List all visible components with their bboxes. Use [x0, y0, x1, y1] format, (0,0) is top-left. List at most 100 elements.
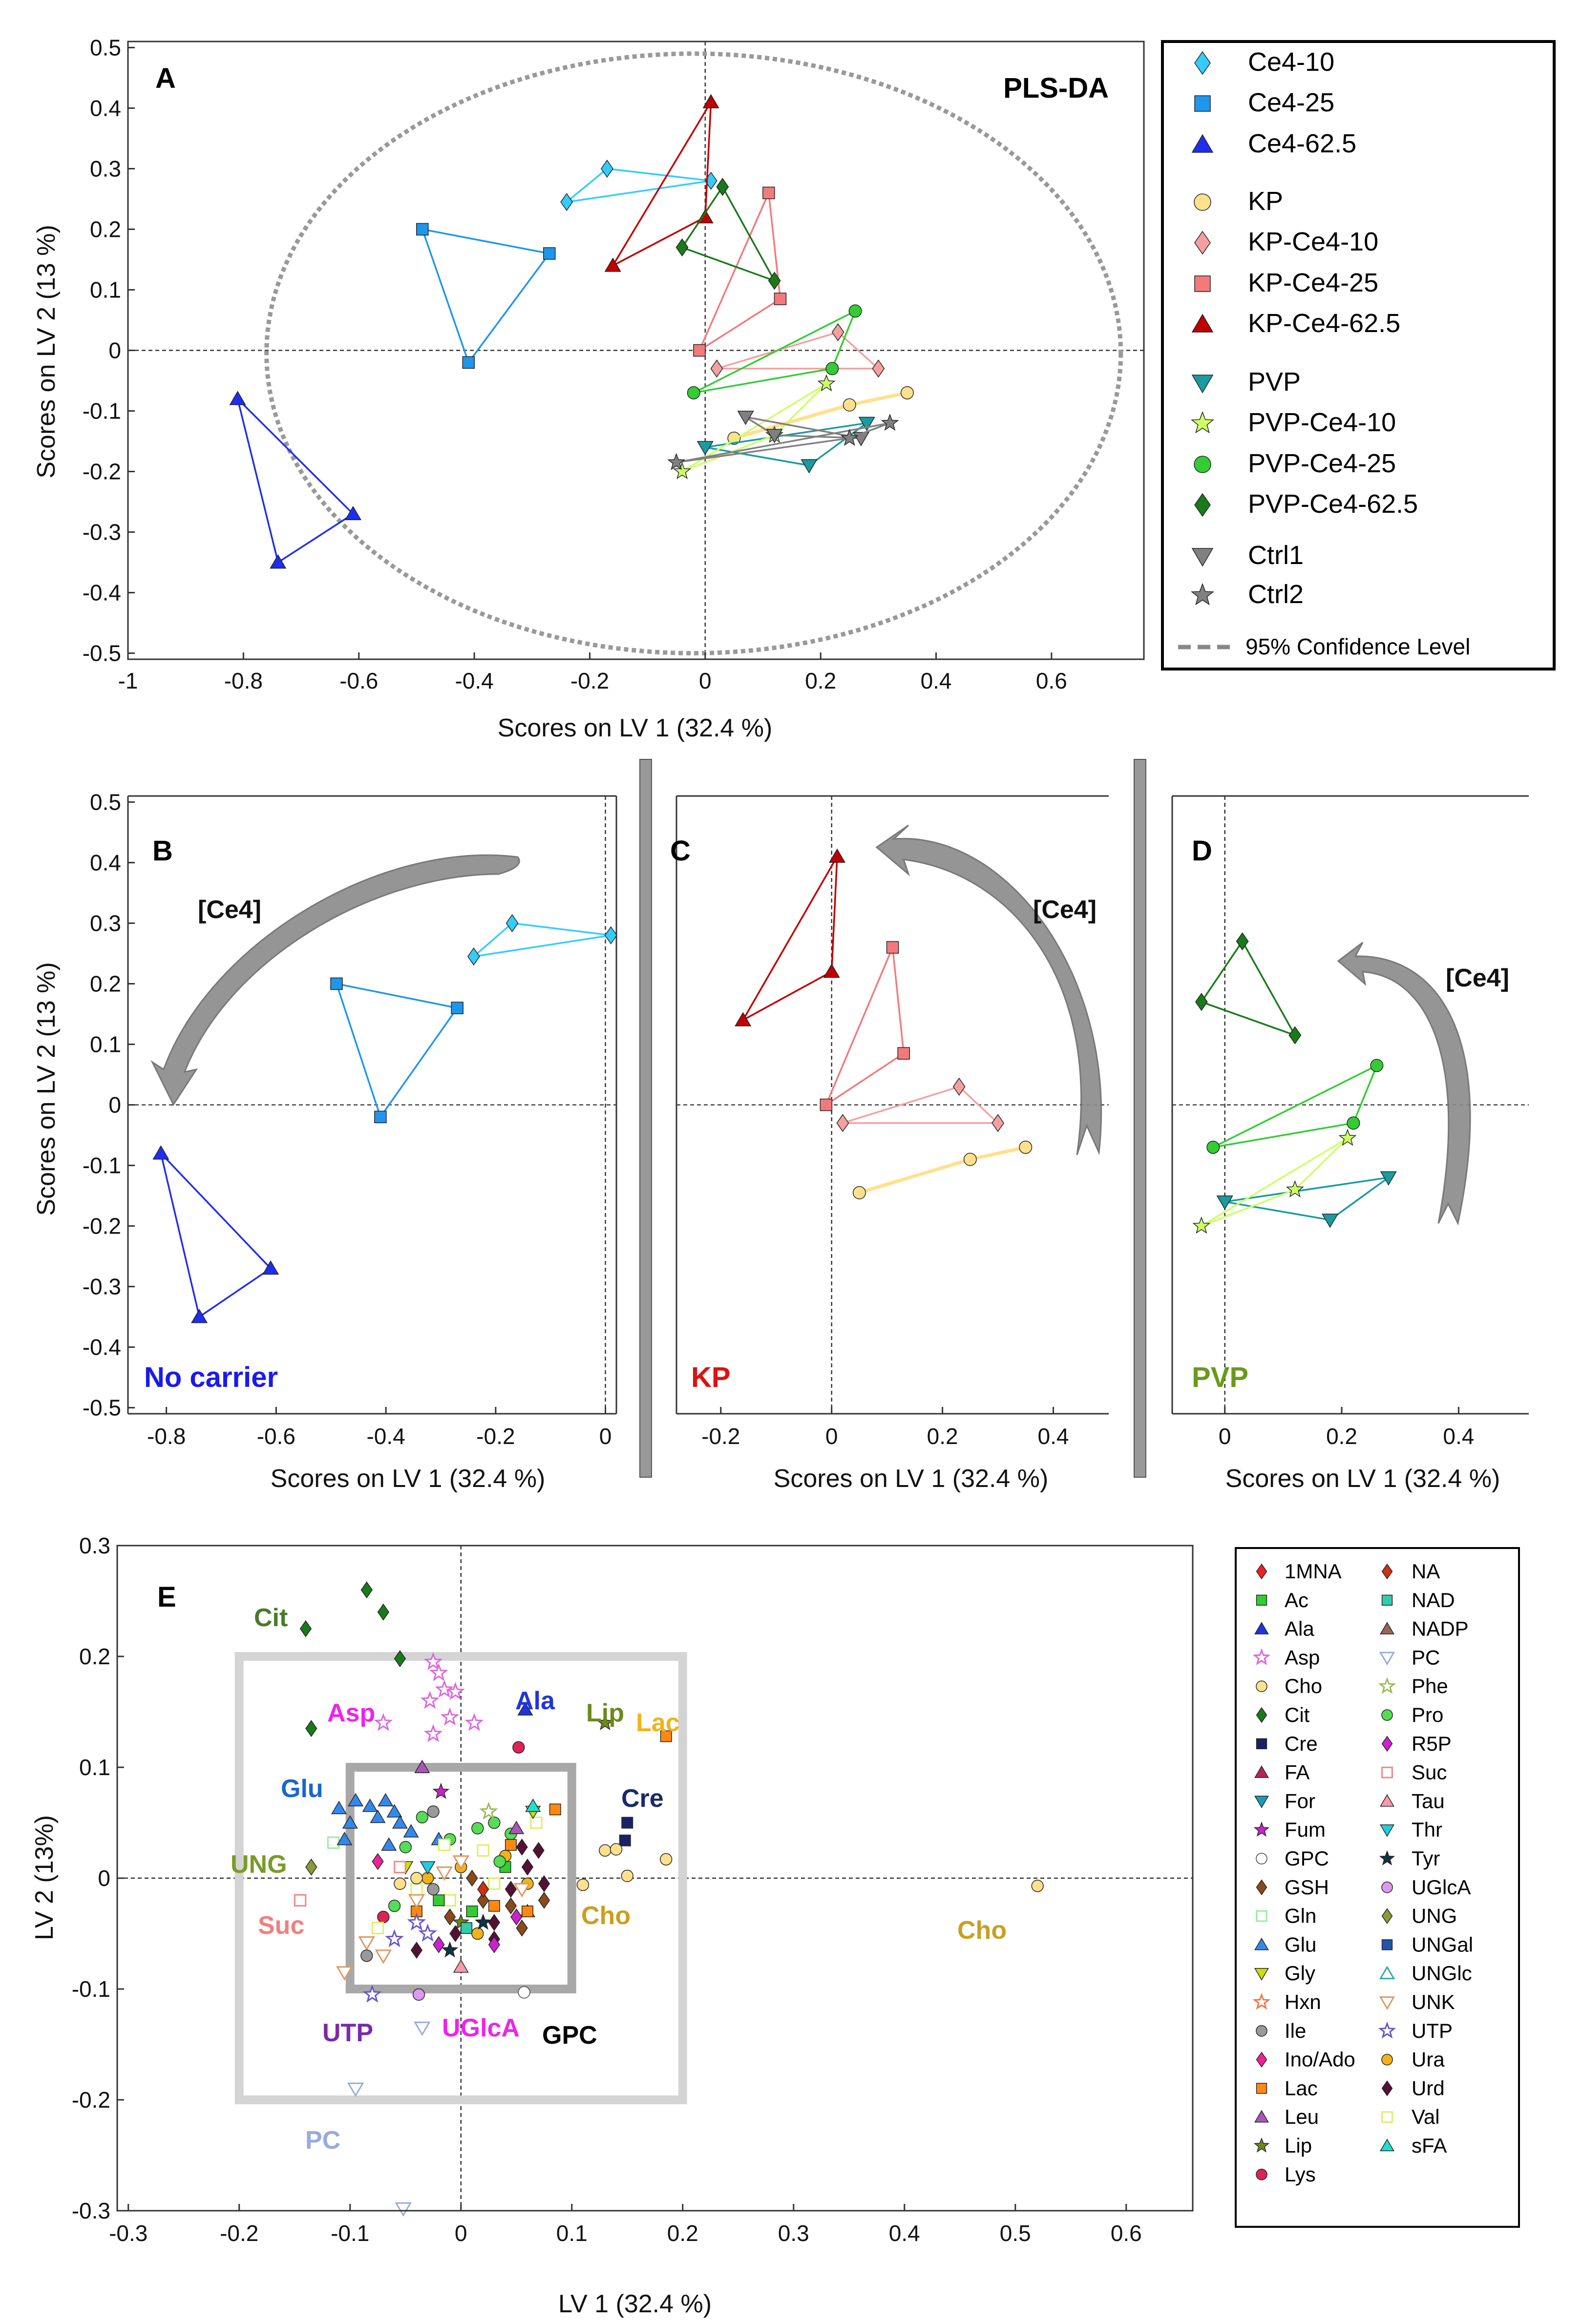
point-KP-Ce4-25: [820, 1098, 833, 1111]
point-KP: [852, 1186, 866, 1199]
legend-label-KP-Ce4-10: KP-Ce4-10: [1248, 227, 1378, 256]
x-tick-label: 0.4: [1038, 1424, 1069, 1449]
legend-label-Val: Val: [1412, 2105, 1440, 2128]
outline-KP-Ce4-25: [697, 189, 781, 353]
y-tick-label: -0.1: [83, 1153, 121, 1178]
legend-marker-UTP: [1378, 2021, 1396, 2039]
legend-marker-Ile: [1256, 2025, 1267, 2037]
legend-marker-Thr: [1380, 1824, 1394, 1837]
panel-b-ylabel: Scores on LV 2 (13 %): [32, 962, 61, 1215]
point-Lac: [488, 1900, 500, 1912]
point-R5P: [433, 1936, 445, 1953]
legend-label-NAD: NAD: [1412, 1589, 1455, 1612]
legend-marker-Ce4-10: [1194, 51, 1211, 75]
legend-marker-Gln: [1256, 1910, 1267, 1922]
y-tick-label: -0.1: [72, 1976, 110, 2002]
point-Ctrl2: [667, 453, 686, 470]
point-Val: [371, 1922, 384, 1934]
legend-marker-Cho: [1256, 1680, 1267, 1692]
legend-marker-1MNA: [1256, 1563, 1267, 1580]
panel-d-tag: PVP: [1192, 1361, 1248, 1393]
point-Pro: [488, 1816, 501, 1829]
point-Fum: [432, 1782, 450, 1799]
point-Asp: [420, 1691, 440, 1709]
outline-PVP-Ce4-25: [1213, 1064, 1379, 1149]
point-Leu: [508, 1821, 525, 1834]
point-Ce4-62.5: [152, 1145, 169, 1160]
x-tick-label: -1: [118, 668, 138, 693]
legend-marker-Pro: [1381, 1709, 1393, 1721]
legend-label-Fum: Fum: [1285, 1818, 1326, 1841]
y-tick-label: -0.1: [83, 398, 121, 424]
legend-label-KP-Ce4-25: KP-Ce4-25: [1248, 268, 1378, 297]
legend-marker-NADP: [1380, 1622, 1394, 1634]
legend-label-sFA: sFA: [1412, 2134, 1447, 2157]
point-Cho: [621, 1869, 633, 1883]
point-Cho: [610, 1843, 623, 1856]
y-tick-label: 0.5: [90, 35, 121, 60]
point-Glu: [348, 1793, 364, 1807]
y-tick-label: -0.2: [83, 1214, 121, 1239]
point-Glu: [403, 1824, 419, 1838]
point-UNK: [436, 1866, 453, 1881]
legend-marker-Ino/Ado: [1256, 2052, 1267, 2068]
x-tick-label: 0: [825, 1424, 838, 1449]
point-Ce4-62.5: [344, 505, 361, 521]
outline-Ce4-62.5: [236, 396, 355, 564]
point-PC: [347, 2082, 364, 2097]
outline-PVP: [1224, 1176, 1389, 1221]
legend-label-NADP: NADP: [1412, 1617, 1469, 1640]
y-tick-label: 0.3: [79, 1533, 110, 1558]
legend-marker-Hxn: [1252, 1992, 1271, 2010]
panel-c-label: C: [670, 835, 691, 867]
legend-label-Tau: Tau: [1412, 1789, 1445, 1812]
legend-label-Ura: Ura: [1412, 2048, 1445, 2071]
point-KP-Ce4-25: [774, 293, 787, 305]
point-PC: [413, 2021, 431, 2036]
y-tick-label: 0: [108, 1092, 121, 1118]
point-KP-Ce4-25: [762, 187, 775, 199]
point-KP-Ce4-10: [710, 359, 723, 378]
point-Asp: [435, 1679, 454, 1698]
point-GSH: [505, 1897, 517, 1915]
point-Urd: [516, 1839, 528, 1856]
legend-label-Thr: Thr: [1412, 1818, 1442, 1841]
x-tick-label: 0.2: [1326, 1424, 1357, 1449]
x-tick-label: 0.4: [1443, 1424, 1474, 1449]
legend-marker-Ce4-62.5: [1191, 134, 1214, 153]
y-tick-label: 0.5: [90, 789, 121, 815]
point-Cho: [576, 1878, 590, 1891]
point-UTP: [385, 1929, 404, 1947]
legend-marker-Lac: [1256, 2083, 1267, 2094]
point-Ce4-10: [467, 947, 480, 966]
point-PVP-Ce4-62.5: [1288, 1026, 1302, 1045]
point-Lac: [660, 1730, 672, 1742]
point-Cit: [360, 1581, 373, 1599]
legend-marker-For: [1254, 1796, 1269, 1808]
point-KP-Ce4-62.5: [702, 94, 719, 108]
point-PVP-Ce4-10: [673, 462, 692, 480]
point-Cho: [1031, 1880, 1044, 1892]
legend-marker-UNGal: [1381, 1939, 1393, 1950]
legend-label-GSH: GSH: [1285, 1876, 1329, 1899]
panel-b-ce4-label: [Ce4]: [198, 896, 261, 924]
point-KP-Ce4-10: [872, 359, 885, 378]
point-Ctrl2: [840, 428, 859, 446]
point-PVP-Ce4-25: [687, 386, 700, 399]
point-Glu: [392, 1815, 408, 1829]
legend-label-Cre: Cre: [1285, 1732, 1318, 1755]
legend-label-Glu: Glu: [1285, 1933, 1316, 1956]
point-KP-Ce4-62.5: [828, 848, 846, 863]
legend-label-UNG: UNG: [1412, 1905, 1457, 1927]
point-KP-Ce4-10: [952, 1077, 966, 1096]
legend-label-For: For: [1285, 1789, 1315, 1812]
y-tick-label: -0.3: [83, 520, 121, 545]
legend-label-Gln: Gln: [1285, 1905, 1316, 1927]
point-Urd: [505, 1881, 517, 1898]
legend-label-Ctrl1: Ctrl1: [1248, 541, 1304, 570]
point-Glu: [378, 1793, 394, 1807]
point-Glu: [342, 1815, 358, 1829]
point-PVP-Ce4-25: [825, 362, 839, 376]
panel-d-label: D: [1192, 835, 1212, 867]
annotation-UNG: UNG: [231, 1850, 287, 1879]
